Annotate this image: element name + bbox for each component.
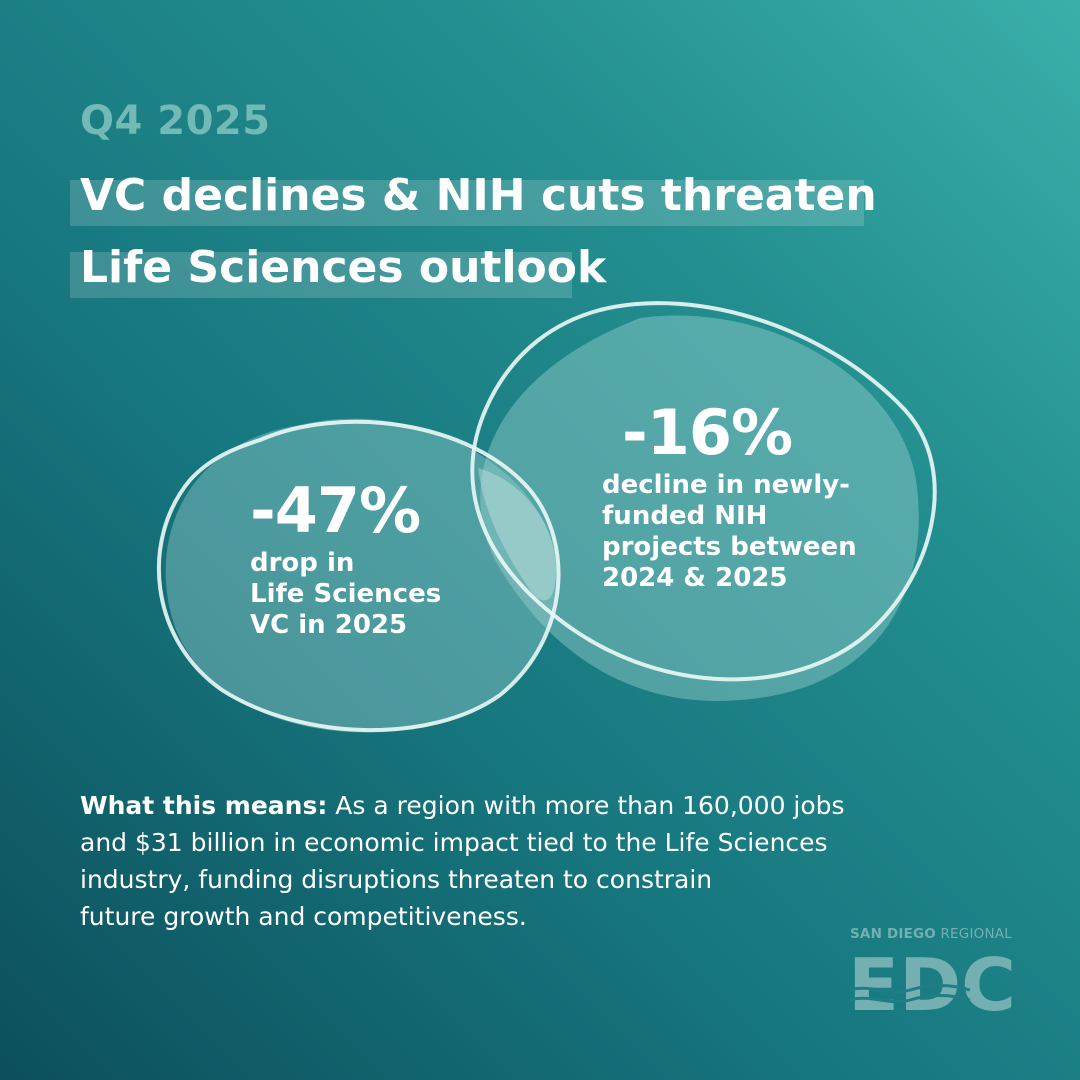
stat-nih-decline: -16% decline in newly- funded NIH projec… — [602, 400, 892, 594]
means-line-1: What this means: As a region with more t… — [80, 787, 980, 824]
headline-line-2: Life Sciences outlook — [70, 238, 606, 298]
what-this-means: What this means: As a region with more t… — [80, 787, 980, 935]
means-text-1: As a region with more than 160,000 jobs — [327, 791, 845, 820]
means-line-2: and $31 billion in economic impact tied … — [80, 828, 828, 857]
right-blob-outline — [470, 301, 937, 682]
means-line-4: future growth and competitiveness. — [80, 902, 527, 931]
logo-wave-2 — [850, 994, 971, 1004]
logo-mark: EDC — [850, 946, 1016, 1022]
means-label: What this means: — [80, 791, 328, 820]
right-blob-fill — [480, 315, 919, 701]
logo-org-name: SAN DIEGO REGIONAL — [850, 926, 1012, 942]
stat-vc-description: drop in Life Sciences VC in 2025 — [250, 548, 442, 640]
edc-logo: SAN DIEGO REGIONAL EDC — [850, 926, 1016, 1022]
stat-vc-value: -47% — [250, 474, 421, 547]
means-line-3: industry, funding disruptions threaten t… — [80, 865, 713, 894]
stat-vc-drop: -47% drop in Life Sciences VC in 2025 — [250, 478, 480, 641]
quarter-label: Q4 2025 — [80, 98, 271, 144]
left-blob-fill — [165, 418, 558, 733]
overlap-highlight — [478, 468, 556, 601]
logo-top-regular: REGIONAL — [935, 926, 1012, 942]
stat-nih-value: -16% — [622, 396, 793, 469]
logo-mark-text: EDC — [850, 946, 1016, 1022]
logo-wave-1 — [850, 984, 971, 994]
stat-nih-description: decline in newly- funded NIH projects be… — [602, 470, 857, 593]
logo-top-bold: SAN DIEGO — [850, 926, 936, 942]
headline-line-1: VC declines & NIH cuts threaten — [70, 166, 877, 226]
left-blob-outline — [156, 419, 561, 732]
